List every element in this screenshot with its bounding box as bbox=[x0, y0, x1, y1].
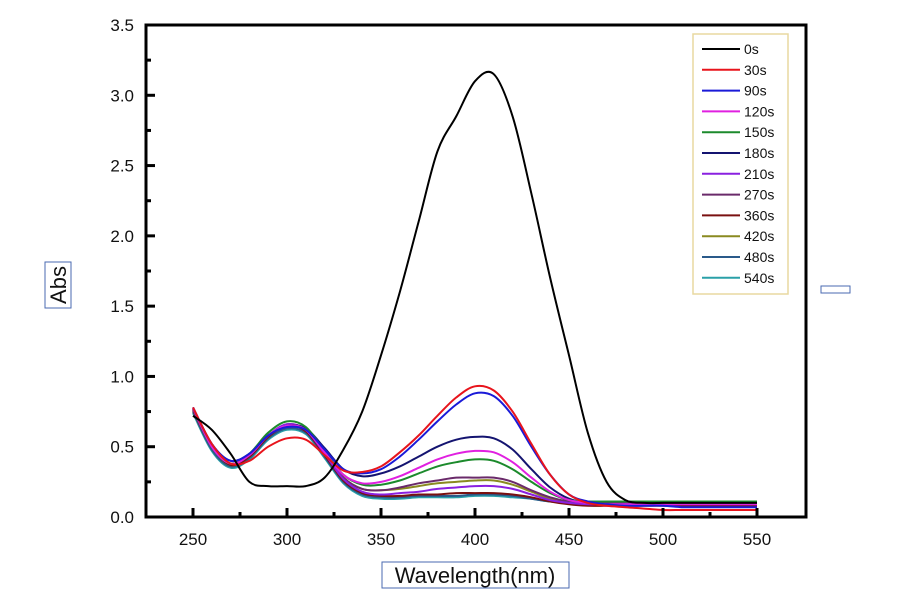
legend-label: 360s bbox=[744, 207, 774, 223]
x-tick-label: 500 bbox=[649, 530, 677, 549]
series-line-120s bbox=[192, 406, 757, 506]
y-axis: 0.0 0.5 1.0 1.5 2.0 2.5 3.0 3.5 bbox=[110, 16, 155, 527]
legend-box bbox=[692, 33, 789, 295]
legend-label: 0s bbox=[744, 41, 759, 57]
right-axis-title-box bbox=[820, 285, 851, 294]
legend-item-0s: 0s bbox=[702, 41, 759, 57]
legend-item-180s: 180s bbox=[702, 145, 774, 161]
legend-label: 270s bbox=[744, 187, 774, 203]
y-tick-label: 0.5 bbox=[110, 438, 134, 457]
legend-item-120s: 120s bbox=[702, 103, 774, 119]
series-line-0s bbox=[192, 70, 757, 505]
y-tick-label: 2.0 bbox=[110, 227, 134, 246]
series-line-420s bbox=[192, 409, 757, 505]
x-tick-label: 300 bbox=[273, 530, 301, 549]
x-tick-label: 550 bbox=[743, 530, 771, 549]
legend-item-90s: 90s bbox=[702, 83, 767, 99]
x-tick-label: 350 bbox=[367, 530, 395, 549]
legend-item-210s: 210s bbox=[702, 166, 774, 182]
legend-item-270s: 270s bbox=[702, 187, 774, 203]
x-axis-title: Wavelength(nm) bbox=[381, 561, 570, 589]
legend-label: 180s bbox=[744, 145, 774, 161]
series-line-210s bbox=[192, 408, 757, 506]
y-axis-title-box bbox=[44, 261, 72, 309]
legend-label: 120s bbox=[744, 103, 774, 119]
legend-item-420s: 420s bbox=[702, 228, 774, 244]
x-tick-label: 250 bbox=[179, 530, 207, 549]
legend-label: 90s bbox=[744, 83, 767, 99]
y-axis-title: Abs bbox=[44, 261, 72, 309]
right-axis-title bbox=[820, 285, 851, 294]
x-axis-title-text: Wavelength(nm) bbox=[395, 563, 556, 588]
legend-label: 420s bbox=[744, 228, 774, 244]
legend-item-150s: 150s bbox=[702, 124, 774, 140]
legend-label: 480s bbox=[744, 249, 774, 265]
y-tick-label: 3.0 bbox=[110, 86, 134, 105]
series-line-90s bbox=[192, 391, 757, 509]
y-tick-label: 2.5 bbox=[110, 157, 134, 176]
legend: 0s 30s 90s 120s 150s 180s 210s 270s 360s 420s 480s… bbox=[692, 33, 789, 295]
legend-item-30s: 30s bbox=[702, 62, 767, 78]
y-tick-label: 0.0 bbox=[110, 508, 134, 527]
legend-item-360s: 360s bbox=[702, 207, 774, 223]
series-line-30s bbox=[192, 384, 757, 512]
series-line-180s bbox=[192, 406, 757, 506]
y-tick-label: 1.0 bbox=[110, 367, 134, 386]
legend-item-540s: 540s bbox=[702, 270, 774, 286]
legend-item-480s: 480s bbox=[702, 249, 774, 265]
legend-label: 210s bbox=[744, 166, 774, 182]
x-axis-title-box bbox=[381, 561, 570, 589]
x-tick-label: 400 bbox=[461, 530, 489, 549]
legend-label: 150s bbox=[744, 124, 774, 140]
series-line-270s bbox=[192, 408, 757, 505]
series-layer bbox=[192, 70, 757, 512]
x-tick-label: 450 bbox=[555, 530, 583, 549]
legend-label: 30s bbox=[744, 62, 767, 78]
series-line-150s bbox=[192, 406, 757, 503]
y-tick-label: 1.5 bbox=[110, 297, 134, 316]
y-axis-title-text: Abs bbox=[46, 266, 71, 304]
x-axis: 250 300 350 400 450 500 550 bbox=[179, 508, 771, 549]
legend-label: 540s bbox=[744, 270, 774, 286]
y-tick-label: 3.5 bbox=[110, 16, 134, 35]
